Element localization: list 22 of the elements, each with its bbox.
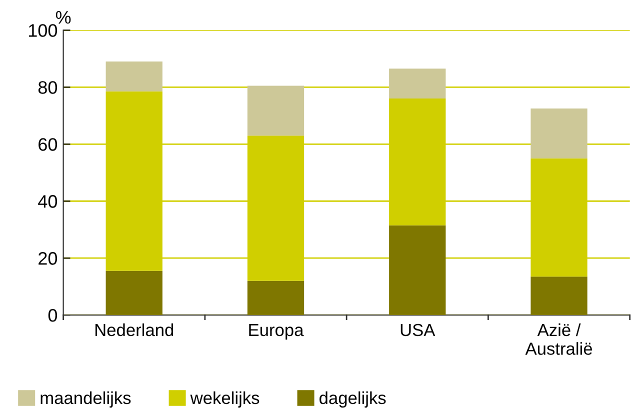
legend-label: maandelijks [40,391,131,408]
bar [389,68,446,99]
y-tick-label: 20 [38,252,58,265]
x-tick-label: Azië / Australië [525,323,592,355]
y-tick-label: 40 [38,195,58,208]
bar [389,225,446,316]
bar [247,280,304,316]
x-tick-label: Europa [249,324,304,340]
y-tick-label: 60 [38,138,58,151]
legend-label: dagelijks [320,391,386,408]
y-tick-label: 0 [48,309,58,322]
legend-label: wekelijks [190,391,260,408]
bar [530,276,588,316]
x-tick-label: Nederland [95,323,174,336]
y-tick-label: 100 [29,24,58,37]
bar [530,108,588,158]
bar [106,62,162,92]
y-tick-label: 80 [38,81,58,94]
bar [247,86,304,136]
x-tick-label: USA [400,324,436,336]
y-axis-title: % [56,11,71,24]
bar [106,270,162,316]
